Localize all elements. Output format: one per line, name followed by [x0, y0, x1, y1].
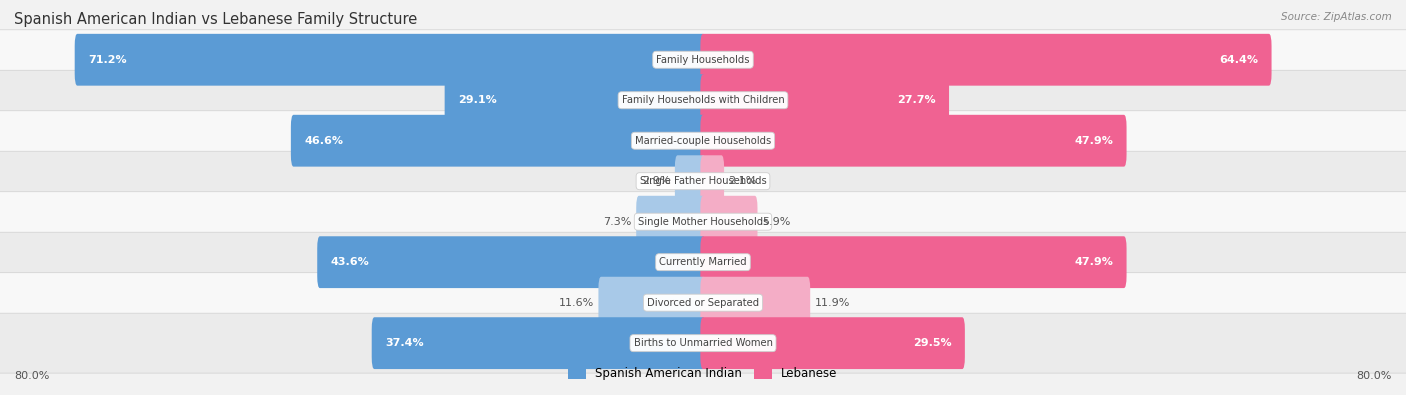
FancyBboxPatch shape [675, 155, 706, 207]
Text: 2.1%: 2.1% [728, 176, 756, 186]
Text: 11.9%: 11.9% [814, 298, 851, 308]
FancyBboxPatch shape [700, 115, 1126, 167]
Text: Family Households with Children: Family Households with Children [621, 95, 785, 105]
Text: 2.9%: 2.9% [643, 176, 671, 186]
FancyBboxPatch shape [700, 34, 1271, 86]
FancyBboxPatch shape [700, 196, 758, 248]
Text: 5.9%: 5.9% [762, 217, 790, 227]
Text: 7.3%: 7.3% [603, 217, 631, 227]
FancyBboxPatch shape [0, 273, 1406, 333]
FancyBboxPatch shape [0, 313, 1406, 373]
FancyBboxPatch shape [700, 277, 810, 329]
FancyBboxPatch shape [0, 232, 1406, 292]
FancyBboxPatch shape [0, 70, 1406, 130]
Text: 80.0%: 80.0% [1357, 371, 1392, 381]
FancyBboxPatch shape [0, 151, 1406, 211]
FancyBboxPatch shape [637, 196, 706, 248]
FancyBboxPatch shape [318, 236, 706, 288]
Text: Currently Married: Currently Married [659, 257, 747, 267]
Text: Source: ZipAtlas.com: Source: ZipAtlas.com [1281, 12, 1392, 22]
FancyBboxPatch shape [599, 277, 706, 329]
FancyBboxPatch shape [75, 34, 706, 86]
Text: Family Households: Family Households [657, 55, 749, 65]
FancyBboxPatch shape [0, 192, 1406, 252]
Text: Spanish American Indian vs Lebanese Family Structure: Spanish American Indian vs Lebanese Fami… [14, 12, 418, 27]
Text: 29.5%: 29.5% [912, 338, 952, 348]
Text: Single Father Households: Single Father Households [640, 176, 766, 186]
Text: 29.1%: 29.1% [458, 95, 496, 105]
FancyBboxPatch shape [371, 317, 706, 369]
FancyBboxPatch shape [444, 74, 706, 126]
Text: Married-couple Households: Married-couple Households [636, 136, 770, 146]
Text: 46.6%: 46.6% [304, 136, 343, 146]
Text: Single Mother Households: Single Mother Households [638, 217, 768, 227]
Text: 71.2%: 71.2% [87, 55, 127, 65]
Text: 37.4%: 37.4% [385, 338, 423, 348]
FancyBboxPatch shape [0, 111, 1406, 171]
Text: 47.9%: 47.9% [1074, 136, 1114, 146]
Text: Divorced or Separated: Divorced or Separated [647, 298, 759, 308]
FancyBboxPatch shape [700, 155, 724, 207]
FancyBboxPatch shape [291, 115, 706, 167]
Text: 27.7%: 27.7% [897, 95, 936, 105]
FancyBboxPatch shape [0, 30, 1406, 90]
Text: Births to Unmarried Women: Births to Unmarried Women [634, 338, 772, 348]
FancyBboxPatch shape [700, 236, 1126, 288]
Text: 47.9%: 47.9% [1074, 257, 1114, 267]
Text: 43.6%: 43.6% [330, 257, 370, 267]
Text: 80.0%: 80.0% [14, 371, 49, 381]
Legend: Spanish American Indian, Lebanese: Spanish American Indian, Lebanese [564, 363, 842, 385]
FancyBboxPatch shape [700, 74, 949, 126]
Text: 11.6%: 11.6% [558, 298, 593, 308]
FancyBboxPatch shape [700, 317, 965, 369]
Text: 64.4%: 64.4% [1219, 55, 1258, 65]
